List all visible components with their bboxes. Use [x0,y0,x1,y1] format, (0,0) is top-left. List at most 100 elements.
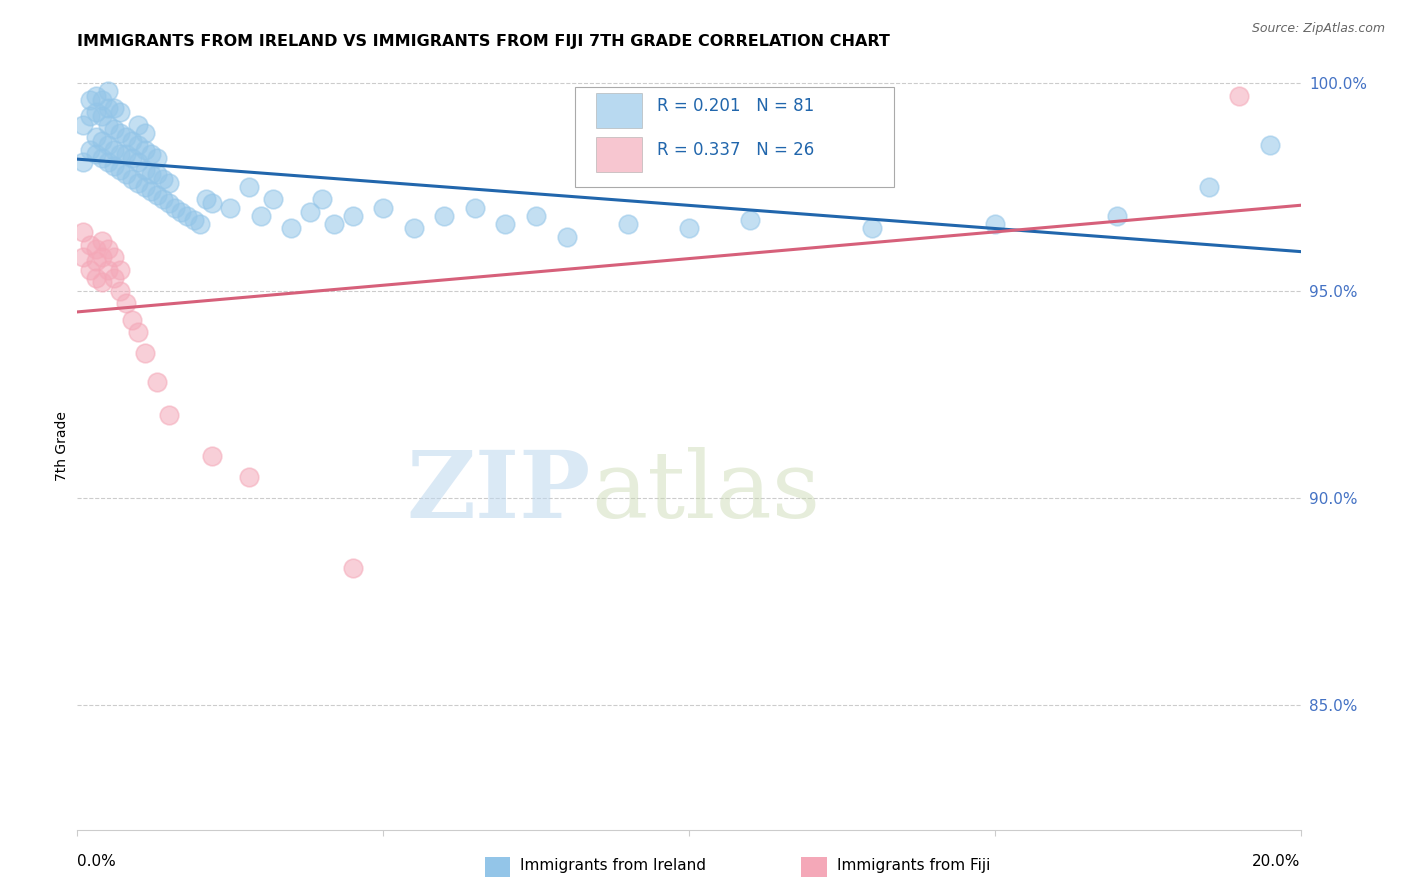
Point [115,168,138,182]
Point [115,130,138,145]
Point [170,204,193,219]
Point [127,176,149,190]
Point [183,213,205,227]
Point [79,262,101,277]
Text: R = 0.201   N = 81: R = 0.201 N = 81 [657,96,814,114]
Point [433,209,456,223]
Point [97,138,120,153]
Text: IMMIGRANTS FROM IRELAND VS IMMIGRANTS FROM FIJI 7TH GRADE CORRELATION CHART: IMMIGRANTS FROM IRELAND VS IMMIGRANTS FR… [77,34,890,49]
Point [90,250,112,264]
Point [740,213,762,227]
Point [157,408,180,422]
Point [72,226,94,240]
Point [121,171,143,186]
Point [201,450,224,464]
Point [121,134,143,148]
Point [250,209,273,223]
Point [97,242,120,256]
Text: ZIP: ZIP [406,447,591,537]
Point [103,143,125,157]
Point [90,93,112,107]
Point [311,192,333,206]
Point [139,184,162,198]
Point [194,192,217,206]
Point [157,196,180,211]
Point [103,101,125,115]
Text: Immigrants from Ireland: Immigrants from Ireland [520,858,706,872]
Point [121,312,143,326]
Point [72,118,94,132]
FancyBboxPatch shape [596,93,643,128]
Point [524,209,547,223]
Point [79,238,101,252]
Text: 20.0%: 20.0% [1253,855,1301,870]
Point [157,176,180,190]
Point [176,209,198,223]
Point [238,179,260,194]
Point [84,88,107,103]
Point [72,250,94,264]
Point [127,118,149,132]
Point [555,229,578,244]
Point [862,221,884,235]
Point [139,168,162,182]
Point [127,138,149,153]
Point [79,109,101,123]
Point [108,284,131,298]
Point [134,163,156,178]
Point [90,151,112,165]
Point [188,217,211,231]
Point [90,134,112,148]
Point [72,155,94,169]
Point [97,101,120,115]
Point [103,271,125,285]
Point [79,143,101,157]
Point [84,271,107,285]
Point [108,146,131,161]
Point [1198,179,1220,194]
Text: Immigrants from Fiji: Immigrants from Fiji [837,858,990,872]
Point [402,221,425,235]
Point [134,143,156,157]
Y-axis label: 7th Grade: 7th Grade [55,411,69,481]
Point [84,105,107,120]
Point [201,196,224,211]
Point [134,179,156,194]
Point [90,109,112,123]
Text: Source: ZipAtlas.com: Source: ZipAtlas.com [1251,22,1385,36]
Point [371,201,394,215]
Point [84,130,107,145]
Point [1107,209,1129,223]
Point [97,85,120,99]
Point [464,201,486,215]
Point [108,163,131,178]
Point [238,470,260,484]
FancyBboxPatch shape [575,87,894,187]
Point [97,155,120,169]
Point [103,121,125,136]
Point [127,325,149,339]
Point [280,221,302,235]
Point [84,146,107,161]
Text: R = 0.337   N = 26: R = 0.337 N = 26 [657,141,814,159]
Point [342,209,364,223]
Point [108,105,131,120]
Point [97,118,120,132]
Point [103,159,125,173]
Point [984,217,1007,231]
Point [1229,88,1251,103]
Point [79,93,101,107]
Point [617,217,640,231]
Point [97,262,120,277]
Point [1258,138,1281,153]
Point [127,155,149,169]
Point [90,275,112,289]
Point [152,192,174,206]
Point [134,126,156,140]
Text: atlas: atlas [591,447,820,537]
Point [121,151,143,165]
Point [90,234,112,248]
Point [146,188,169,202]
Point [262,192,284,206]
Point [323,217,346,231]
